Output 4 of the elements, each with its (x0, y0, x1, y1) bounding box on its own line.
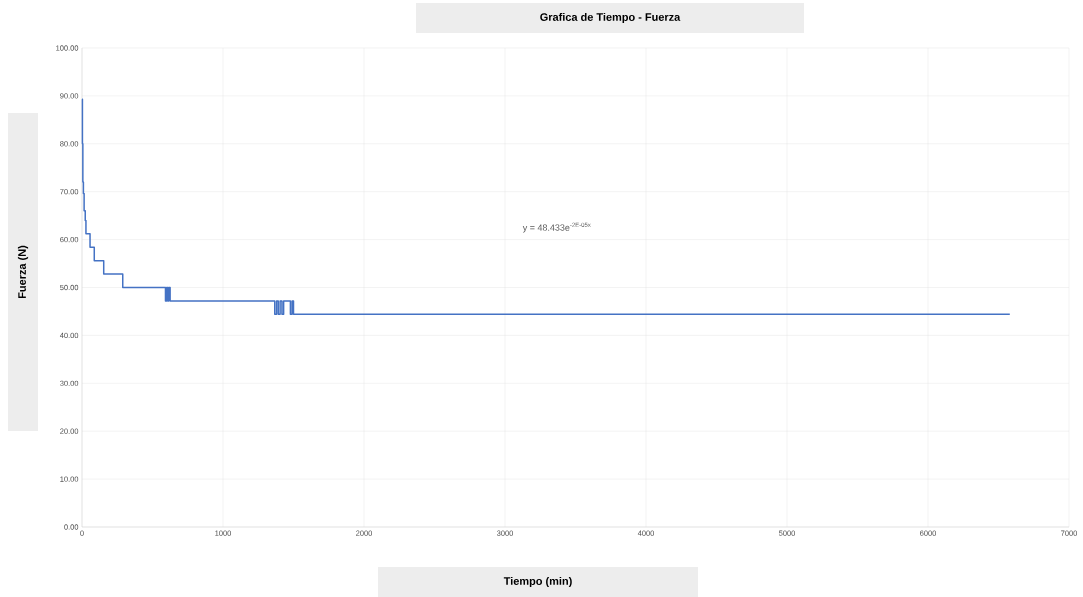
annotation: y = 48.433e$^{-2E-05x}$ (522, 222, 591, 233)
y-axis-title: Fuerza (N) (17, 245, 29, 299)
x-axis-title: Tiempo (min) (503, 576, 572, 588)
chart-title: Grafica de Tiempo - Fuerza (540, 12, 681, 24)
